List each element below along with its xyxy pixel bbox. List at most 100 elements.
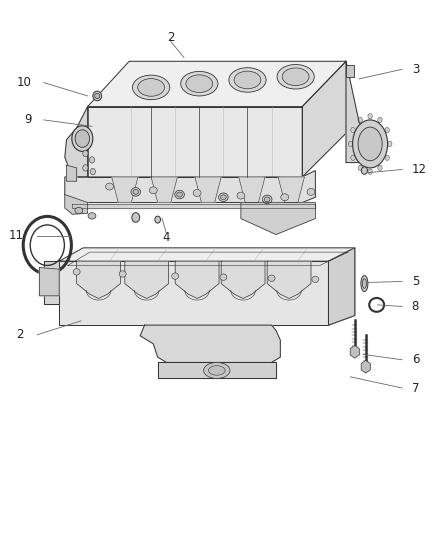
Polygon shape	[278, 177, 304, 203]
Text: 8: 8	[412, 300, 419, 313]
Ellipse shape	[138, 78, 165, 96]
Polygon shape	[151, 177, 177, 203]
Ellipse shape	[361, 276, 368, 292]
Polygon shape	[140, 325, 280, 362]
Ellipse shape	[353, 120, 388, 168]
Polygon shape	[158, 362, 276, 378]
Text: 5: 5	[412, 275, 419, 288]
Ellipse shape	[132, 213, 140, 222]
Ellipse shape	[208, 366, 225, 375]
Text: 2: 2	[17, 328, 24, 341]
Ellipse shape	[378, 117, 382, 123]
Ellipse shape	[385, 127, 389, 133]
Ellipse shape	[95, 93, 100, 99]
Ellipse shape	[106, 183, 113, 190]
Polygon shape	[67, 165, 77, 181]
Ellipse shape	[361, 167, 367, 174]
Ellipse shape	[358, 117, 362, 123]
Ellipse shape	[351, 127, 355, 133]
Ellipse shape	[186, 75, 213, 93]
Ellipse shape	[229, 68, 266, 92]
Polygon shape	[65, 107, 88, 177]
Ellipse shape	[149, 187, 157, 193]
Ellipse shape	[277, 64, 314, 89]
Polygon shape	[44, 261, 59, 304]
Text: 6: 6	[412, 353, 419, 366]
Ellipse shape	[90, 168, 95, 175]
Ellipse shape	[237, 192, 245, 199]
Polygon shape	[221, 261, 265, 298]
Ellipse shape	[131, 188, 141, 196]
Polygon shape	[346, 61, 368, 163]
Ellipse shape	[180, 71, 218, 96]
Ellipse shape	[388, 141, 392, 147]
Ellipse shape	[368, 114, 372, 119]
Text: 9: 9	[24, 114, 32, 126]
Polygon shape	[302, 61, 346, 177]
Polygon shape	[239, 177, 265, 203]
Text: 10: 10	[17, 76, 32, 89]
Ellipse shape	[265, 197, 270, 201]
Polygon shape	[328, 248, 355, 325]
Ellipse shape	[133, 189, 138, 195]
Polygon shape	[267, 261, 311, 298]
Polygon shape	[59, 261, 328, 325]
Ellipse shape	[177, 192, 182, 197]
Polygon shape	[88, 61, 346, 107]
Text: 3: 3	[412, 63, 419, 76]
Text: 2: 2	[167, 31, 175, 44]
Ellipse shape	[234, 71, 261, 89]
Polygon shape	[175, 261, 219, 298]
Ellipse shape	[72, 126, 93, 151]
Ellipse shape	[220, 195, 226, 199]
Ellipse shape	[378, 165, 382, 171]
Ellipse shape	[75, 207, 83, 214]
Ellipse shape	[281, 193, 289, 200]
Ellipse shape	[219, 193, 228, 201]
Polygon shape	[72, 204, 315, 208]
Polygon shape	[125, 261, 169, 298]
Ellipse shape	[73, 269, 80, 275]
Ellipse shape	[193, 189, 201, 196]
Ellipse shape	[348, 141, 353, 147]
Bar	[346, 65, 354, 77]
Ellipse shape	[83, 150, 88, 157]
Polygon shape	[65, 195, 88, 214]
Ellipse shape	[351, 155, 355, 160]
Ellipse shape	[307, 189, 315, 195]
Ellipse shape	[358, 165, 362, 171]
Ellipse shape	[89, 157, 95, 163]
Ellipse shape	[119, 271, 126, 277]
Ellipse shape	[362, 279, 366, 288]
Text: 12: 12	[412, 163, 427, 176]
Ellipse shape	[262, 195, 272, 204]
Ellipse shape	[368, 169, 372, 174]
Text: 7: 7	[412, 382, 419, 394]
Ellipse shape	[385, 155, 389, 160]
Polygon shape	[241, 203, 315, 235]
Ellipse shape	[358, 127, 382, 161]
Polygon shape	[328, 248, 355, 325]
Ellipse shape	[172, 273, 179, 279]
Ellipse shape	[93, 91, 102, 101]
Polygon shape	[88, 107, 302, 177]
Ellipse shape	[132, 75, 170, 100]
Ellipse shape	[220, 274, 227, 280]
Ellipse shape	[83, 165, 88, 171]
Ellipse shape	[88, 213, 96, 219]
Polygon shape	[77, 261, 120, 298]
Ellipse shape	[204, 362, 230, 378]
Polygon shape	[39, 268, 59, 296]
Ellipse shape	[268, 275, 275, 281]
Text: 4: 4	[162, 231, 170, 244]
Ellipse shape	[282, 68, 309, 86]
Ellipse shape	[75, 130, 89, 147]
Ellipse shape	[155, 216, 161, 223]
Polygon shape	[59, 248, 355, 261]
Text: 11: 11	[9, 229, 24, 242]
Polygon shape	[112, 177, 138, 203]
Polygon shape	[195, 177, 221, 203]
Polygon shape	[65, 171, 315, 203]
Ellipse shape	[175, 190, 184, 199]
Ellipse shape	[312, 276, 319, 282]
